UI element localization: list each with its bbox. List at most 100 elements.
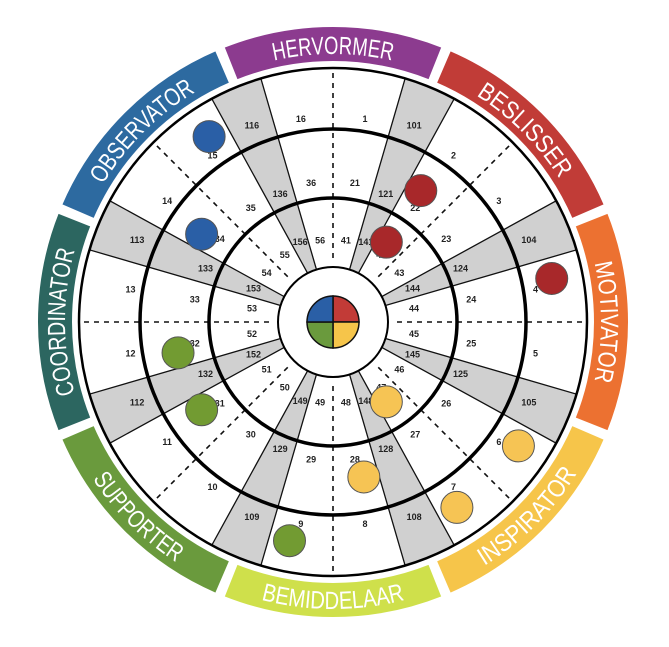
gray-wedges bbox=[88, 77, 578, 567]
marker-yellow bbox=[347, 460, 381, 494]
cell-label: 36 bbox=[306, 178, 316, 188]
role-segment-coordinator bbox=[36, 211, 93, 433]
wedge-label: 128 bbox=[378, 444, 393, 454]
cell-label: 25 bbox=[466, 338, 476, 348]
hub-quadrant-top-right bbox=[332, 295, 360, 323]
cell-label: 16 bbox=[296, 114, 306, 124]
center-color-quadrants bbox=[306, 295, 360, 349]
cell-label: 54 bbox=[262, 268, 272, 278]
cell-label: 43 bbox=[394, 268, 404, 278]
cell-label: 44 bbox=[409, 304, 419, 314]
marker-red bbox=[535, 261, 569, 295]
cell-label: 10 bbox=[207, 482, 217, 492]
cell-label: 45 bbox=[409, 329, 419, 339]
wedge-label: 109 bbox=[244, 512, 259, 522]
marker-red bbox=[404, 174, 438, 208]
cell-label: 21 bbox=[350, 178, 360, 188]
cell-label: 4 bbox=[533, 284, 538, 294]
cell-label: 6 bbox=[496, 437, 501, 447]
inner-ring-circle bbox=[207, 196, 459, 448]
role-segment-motivator bbox=[573, 211, 630, 433]
cell-label: 28 bbox=[350, 455, 360, 465]
wedge-label: 108 bbox=[407, 512, 422, 522]
role-segment-observator bbox=[59, 48, 232, 221]
cell-label: 26 bbox=[441, 399, 451, 409]
wedge-label: 156 bbox=[293, 237, 308, 247]
marker-yellow bbox=[369, 385, 403, 419]
role-segment-inspirator bbox=[434, 423, 607, 596]
wedge-label: 105 bbox=[521, 398, 536, 408]
cell-label: 24 bbox=[466, 294, 476, 304]
wedge-label: 149 bbox=[293, 396, 308, 406]
wedge-label: 145 bbox=[405, 349, 420, 359]
dashed-line bbox=[152, 366, 289, 503]
cell-label: 33 bbox=[190, 294, 200, 304]
marker-yellow bbox=[501, 429, 535, 463]
marker-yellow bbox=[440, 490, 474, 524]
wedge-label: 136 bbox=[273, 189, 288, 199]
cell-label: 35 bbox=[246, 203, 256, 213]
marker-blue bbox=[192, 120, 226, 154]
cell-label: 2 bbox=[451, 151, 456, 161]
cell-label: 9 bbox=[298, 519, 303, 529]
cell-label: 30 bbox=[246, 430, 256, 440]
cell-label: 46 bbox=[394, 365, 404, 375]
role-segment-bemiddelaar bbox=[222, 562, 444, 619]
cell-label: 3 bbox=[496, 196, 501, 206]
middle-ring-circle bbox=[138, 127, 528, 517]
marker-green bbox=[272, 524, 306, 558]
wedge-label: 144 bbox=[405, 283, 420, 293]
wedge-label: 112 bbox=[130, 398, 145, 408]
cell-label: 50 bbox=[280, 383, 290, 393]
dashed-line bbox=[377, 366, 514, 503]
wedge-label: 153 bbox=[246, 283, 261, 293]
dashed-line bbox=[152, 141, 289, 278]
cell-label: 41 bbox=[341, 235, 351, 245]
marker-blue bbox=[185, 217, 219, 251]
cell-label: 53 bbox=[247, 304, 257, 314]
wedge-label: 141 bbox=[358, 237, 373, 247]
cell-label: 49 bbox=[315, 397, 325, 407]
cell-label: 23 bbox=[441, 234, 451, 244]
role-segment-hervormer bbox=[222, 25, 444, 82]
cell-label: 29 bbox=[306, 455, 316, 465]
role-segment-supporter bbox=[59, 423, 232, 596]
cell-labels: 1234567891011121314151610110410510810911… bbox=[126, 114, 538, 529]
cell-label: 27 bbox=[410, 430, 420, 440]
cell-label: 51 bbox=[262, 365, 272, 375]
dashed-line bbox=[377, 141, 514, 278]
cell-label: 52 bbox=[247, 329, 257, 339]
cell-label: 55 bbox=[280, 250, 290, 260]
outer-ring-circle bbox=[77, 66, 589, 578]
cell-label: 12 bbox=[126, 348, 136, 358]
hub-quadrant-top-left bbox=[306, 295, 334, 323]
cell-label: 1 bbox=[363, 114, 368, 124]
cell-label: 48 bbox=[341, 397, 351, 407]
wedge-label: 104 bbox=[521, 235, 536, 245]
hub-quadrant-bottom-right bbox=[332, 321, 360, 349]
sector-center-dashed-lines bbox=[79, 68, 587, 576]
cell-label: 31 bbox=[215, 399, 225, 409]
wedge-label: 124 bbox=[453, 264, 468, 274]
cell-label: 5 bbox=[533, 348, 538, 358]
cell-label: 13 bbox=[126, 284, 136, 294]
cell-label: 32 bbox=[190, 338, 200, 348]
cell-label: 14 bbox=[162, 196, 172, 206]
wedge-label: 148 bbox=[358, 396, 373, 406]
cell-label: 7 bbox=[451, 482, 456, 492]
wedge-label: 133 bbox=[198, 264, 213, 274]
wedge-label: 132 bbox=[198, 369, 213, 379]
marker-green bbox=[185, 393, 219, 427]
wedge-label: 116 bbox=[245, 121, 260, 131]
wedge-label: 101 bbox=[407, 121, 422, 131]
cell-label: 34 bbox=[215, 234, 225, 244]
marker-green bbox=[161, 336, 195, 370]
hub-quadrant-bottom-left bbox=[306, 321, 334, 349]
cell-label: 8 bbox=[363, 519, 368, 529]
marker-red bbox=[369, 225, 403, 259]
cell-label: 56 bbox=[315, 235, 325, 245]
role-segment-beslisser bbox=[434, 48, 607, 221]
wedge-label: 152 bbox=[246, 349, 261, 359]
cell-label: 15 bbox=[207, 151, 217, 161]
